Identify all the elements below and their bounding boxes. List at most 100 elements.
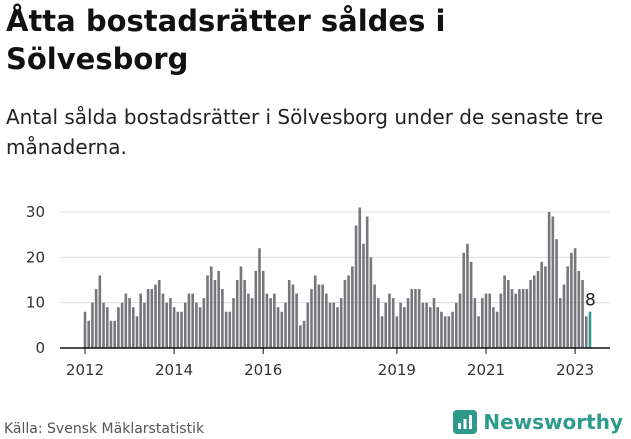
bar [150,289,154,348]
x-tick-label-2016: 2016 [244,361,282,379]
bar [443,316,447,348]
x-tick-label-2014: 2014 [155,361,193,379]
bar [306,302,310,348]
bar [291,284,295,348]
bar [555,239,558,348]
bar [384,302,388,348]
bar [191,293,194,348]
bar [313,275,317,348]
bar [250,298,254,348]
bar [261,270,265,348]
bar [198,307,202,348]
bar [432,298,436,348]
y-tick-label-20: 20 [26,248,45,266]
bar [581,280,584,348]
bar [102,302,105,348]
x-tick-label-2012: 2012 [66,361,104,379]
bar [551,216,555,348]
bar [83,311,87,348]
bar [503,275,506,348]
bar [109,320,113,348]
bar [380,316,384,348]
bar [228,311,232,348]
bar [206,275,209,348]
bar [532,275,536,348]
bar [317,284,321,348]
bar [488,293,492,348]
x-tick-label-2021: 2021 [467,361,505,379]
bar [157,280,161,348]
bar [525,289,529,348]
bar [562,284,566,348]
bar [213,280,217,348]
bar [410,289,414,348]
bar [302,320,306,348]
bar [391,298,395,348]
bar [135,316,139,348]
bar [469,261,473,348]
bar [466,243,469,348]
x-tick-label-2023: 2023 [556,361,594,379]
bar [139,293,142,348]
bar [299,325,302,348]
bar [429,307,432,348]
bar [146,289,150,348]
bar [217,270,220,348]
bar [447,316,451,348]
bar [254,270,258,348]
brand-logo[interactable]: Newsworthy [453,410,623,434]
bar [269,298,272,348]
bar [187,293,191,348]
bar [161,293,165,348]
bar [399,302,402,348]
bar [247,293,250,348]
bar [172,307,176,348]
bar [421,302,425,348]
bar [425,302,428,348]
bar [484,293,488,348]
bar [358,207,362,348]
bar [280,311,284,348]
bar [105,307,109,348]
bar [458,293,462,348]
bar [499,293,503,348]
bar [124,293,128,348]
bar [235,280,239,348]
bar [536,270,540,348]
bar [224,311,228,348]
bar [195,302,198,348]
bar [176,311,180,348]
bar [128,298,131,348]
bar [202,298,206,348]
bar [584,316,588,348]
gridlines [60,211,610,304]
bar [295,293,298,348]
bar [243,280,246,348]
bar [506,280,510,348]
bar [276,307,280,348]
bar [113,320,116,348]
source-note: Källa: Svensk Mäklarstatistik [4,421,205,437]
bar [273,293,276,348]
bar [351,266,354,348]
bar [165,302,168,348]
bar [131,307,135,348]
bar [480,298,484,348]
bar [221,289,224,348]
bar [310,289,313,348]
bar [373,284,376,348]
bar [495,311,499,348]
bar [120,302,124,348]
bar [514,293,518,348]
bar [117,307,120,348]
bar [332,302,336,348]
bar [339,298,343,348]
bar [510,289,514,348]
bar [573,248,577,348]
bar [577,270,581,348]
bar [183,302,187,348]
bar [98,275,102,348]
bar [232,298,235,348]
bar [570,252,573,348]
bar [287,280,291,348]
